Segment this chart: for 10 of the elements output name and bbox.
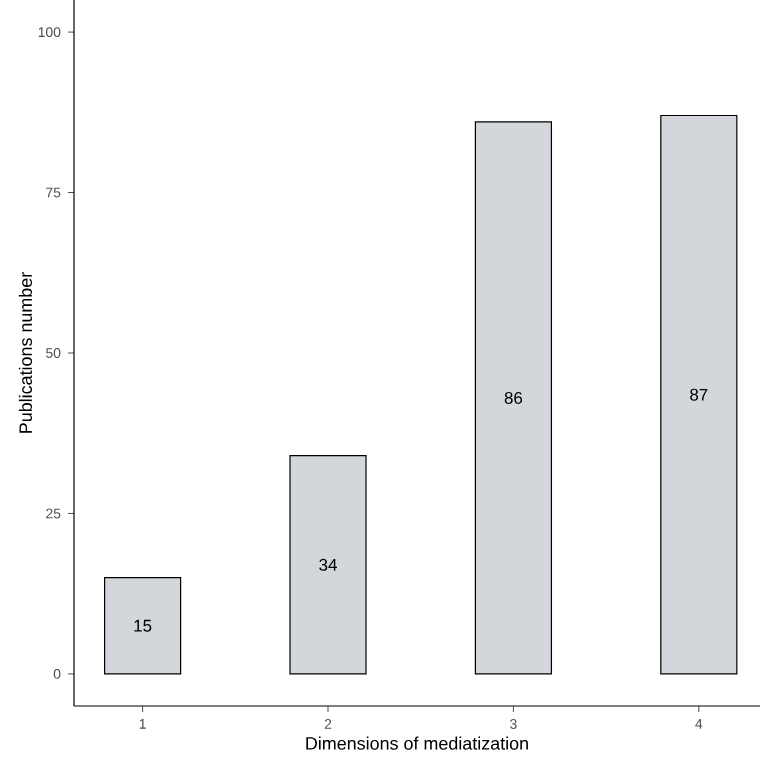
bar: [289, 455, 367, 675]
data-label: 86: [504, 391, 523, 404]
x-axis-title: Dimensions of mediatization: [306, 736, 528, 750]
bar: [474, 121, 553, 675]
bar: [103, 577, 182, 675]
data-label: 87: [690, 388, 708, 401]
y-axis-title: Publications number: [18, 272, 33, 433]
data-label: 34: [319, 558, 337, 571]
bar: [660, 114, 738, 675]
data-label: 15: [134, 619, 152, 632]
